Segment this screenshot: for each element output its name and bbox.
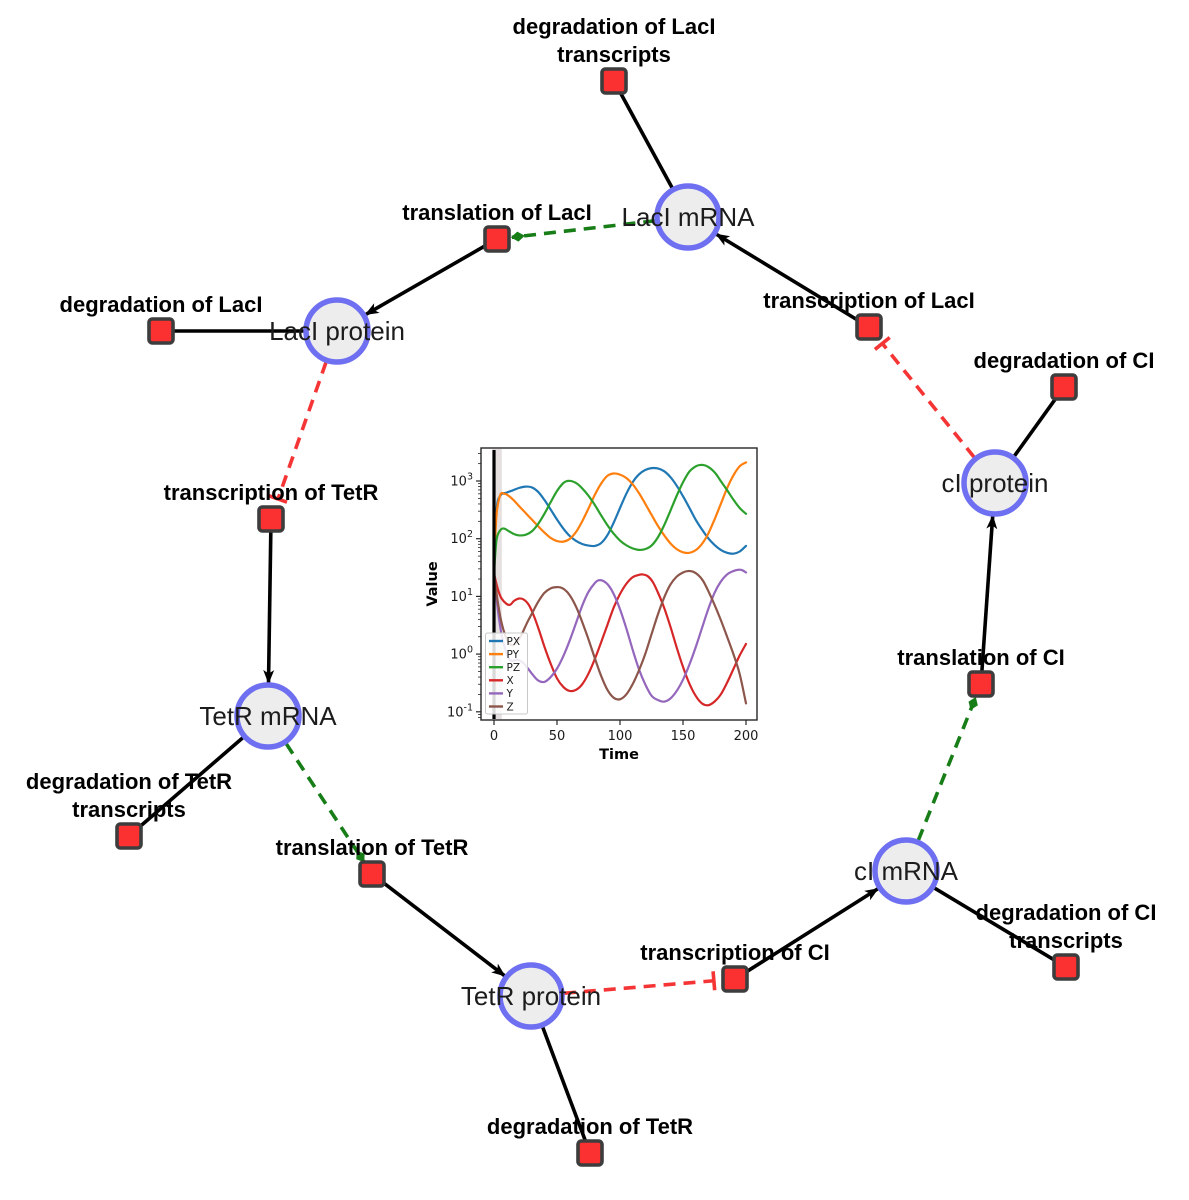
edge-production-translation-tetr-tetr-protein[interactable] <box>381 880 506 978</box>
species-label-ci-mrna: cI mRNA <box>854 856 959 886</box>
edge-production-translation-ci-ci-protein[interactable] <box>980 514 998 672</box>
edge-production-transcription-ci-ci-mrna[interactable] <box>745 887 880 974</box>
edge-consumption-ci-protein-deg-ci[interactable] <box>1012 396 1058 459</box>
reaction-node-translation-laci[interactable] <box>483 225 511 253</box>
edge-inhibition-tetr-protein-transcription-ci[interactable] <box>563 971 717 996</box>
edge-production-translation-laci-laci-protein[interactable] <box>364 243 487 317</box>
nodes-layer <box>115 67 1080 1167</box>
reaction-node-transcription-ci[interactable] <box>721 965 749 993</box>
plot-curve-X <box>492 572 748 707</box>
plot-curve-PZ <box>492 463 748 575</box>
reaction-label-transcription-laci: transcription of LacI <box>763 288 974 313</box>
plot-y-axis-label: Value <box>425 561 441 607</box>
y-tick-label: 101 <box>450 587 473 605</box>
species-label-ci-protein: cI protein <box>942 468 1049 498</box>
species-label-laci-protein: LacI protein <box>269 316 405 346</box>
plot-curve-PX <box>492 466 748 563</box>
reaction-label-deg-laci-transcripts: degradation of LacI transcripts <box>513 14 716 67</box>
reaction-node-deg-laci-transcripts[interactable] <box>600 67 628 95</box>
species-node-laci-mrna[interactable] <box>654 183 722 251</box>
legend-label-PY: PY <box>507 649 520 661</box>
y-tick-label: 102 <box>450 529 473 547</box>
legend-label-Z: Z <box>507 701 514 713</box>
reaction-node-translation-ci[interactable] <box>967 670 995 698</box>
legend-label-PX: PX <box>507 636 521 648</box>
reaction-label-deg-tetr-transcripts: degradation of TetR transcripts <box>26 769 232 822</box>
species-label-laci-mrna: LacI mRNA <box>622 202 756 232</box>
legend-label-PZ: PZ <box>507 662 521 674</box>
edge-production-transcription-laci-laci-mrna[interactable] <box>715 232 859 322</box>
species-node-tetr-mrna[interactable] <box>234 682 302 750</box>
plot-curve-Z <box>492 569 748 705</box>
reaction-label-deg-ci: degradation of CI <box>974 348 1155 373</box>
reaction-node-deg-ci[interactable] <box>1050 373 1078 401</box>
legend-label-Y: Y <box>506 688 514 700</box>
reaction-node-deg-laci[interactable] <box>147 317 175 345</box>
species-node-laci-protein[interactable] <box>303 297 371 365</box>
edge-production-transcription-tetr-tetr-mrna[interactable] <box>263 531 275 685</box>
edge-modifier-ci-mrna-translation-ci[interactable] <box>916 696 978 842</box>
time-course-plot: 0 50 100 150 20010-1100101102103TimeValuePXP… <box>425 447 759 763</box>
edge-modifier-laci-mrna-translation-laci[interactable] <box>510 218 656 242</box>
reaction-label-transcription-tetr: transcription of TetR <box>164 480 379 505</box>
reaction-node-deg-tetr-transcripts[interactable] <box>115 822 143 850</box>
reaction-label-translation-ci: translation of CI <box>897 645 1064 670</box>
reaction-node-deg-ci-transcripts[interactable] <box>1052 953 1080 981</box>
edge-inhibition-ci-protein-transcription-laci[interactable] <box>873 336 976 459</box>
x-tick-label: 0 <box>490 729 498 744</box>
reaction-node-translation-tetr[interactable] <box>358 860 386 888</box>
edge-consumption-tetr-mrna-deg-tetr-transcripts[interactable] <box>137 735 245 829</box>
plot-x-axis-label: Time <box>599 747 639 763</box>
x-tick-label: 150 <box>671 729 696 744</box>
edge-consumption-tetr-protein-deg-tetr[interactable] <box>540 1025 588 1142</box>
reaction-label-translation-tetr: translation of TetR <box>276 835 469 860</box>
reaction-node-transcription-tetr[interactable] <box>257 505 285 533</box>
species-label-tetr-protein: TetR protein <box>461 981 601 1011</box>
x-tick-label: 100 <box>608 729 633 744</box>
species-node-tetr-protein[interactable] <box>497 962 565 1030</box>
edges-layer <box>137 91 1058 1142</box>
edge-consumption-ci-mrna-deg-ci-transcripts[interactable] <box>932 885 1056 962</box>
species-node-ci-mrna[interactable] <box>872 837 940 905</box>
edge-inhibition-laci-protein-transcription-tetr[interactable] <box>268 361 328 504</box>
reaction-label-deg-laci: degradation of LacI <box>60 292 263 317</box>
species-label-tetr-mrna: TetR mRNA <box>199 701 337 731</box>
plot-curve-PY <box>492 461 748 570</box>
x-tick-label: 200 <box>734 729 759 744</box>
labels-layer: degradation of LacI transcripts translatio… <box>26 14 1157 1139</box>
reaction-label-transcription-ci: transcription of CI <box>640 940 829 965</box>
reaction-label-deg-tetr: degradation of TetR <box>487 1114 693 1139</box>
reaction-label-translation-laci: translation of LacI <box>402 200 591 225</box>
reaction-node-transcription-laci[interactable] <box>855 313 883 341</box>
y-tick-label: 100 <box>450 645 473 663</box>
reaction-node-deg-tetr[interactable] <box>576 1139 604 1167</box>
species-node-ci-protein[interactable] <box>961 449 1029 517</box>
x-tick-label: 50 <box>549 729 566 744</box>
y-tick-label: 103 <box>450 472 473 490</box>
reaction-label-deg-ci-transcripts: degradation of CI transcripts <box>976 900 1157 953</box>
edge-modifier-tetr-mrna-translation-tetr[interactable] <box>284 742 366 863</box>
legend-label-X: X <box>507 675 514 687</box>
edge-consumption-laci-mrna-deg-laci-transcripts[interactable] <box>618 91 675 190</box>
y-tick-label: 10-1 <box>447 702 473 720</box>
